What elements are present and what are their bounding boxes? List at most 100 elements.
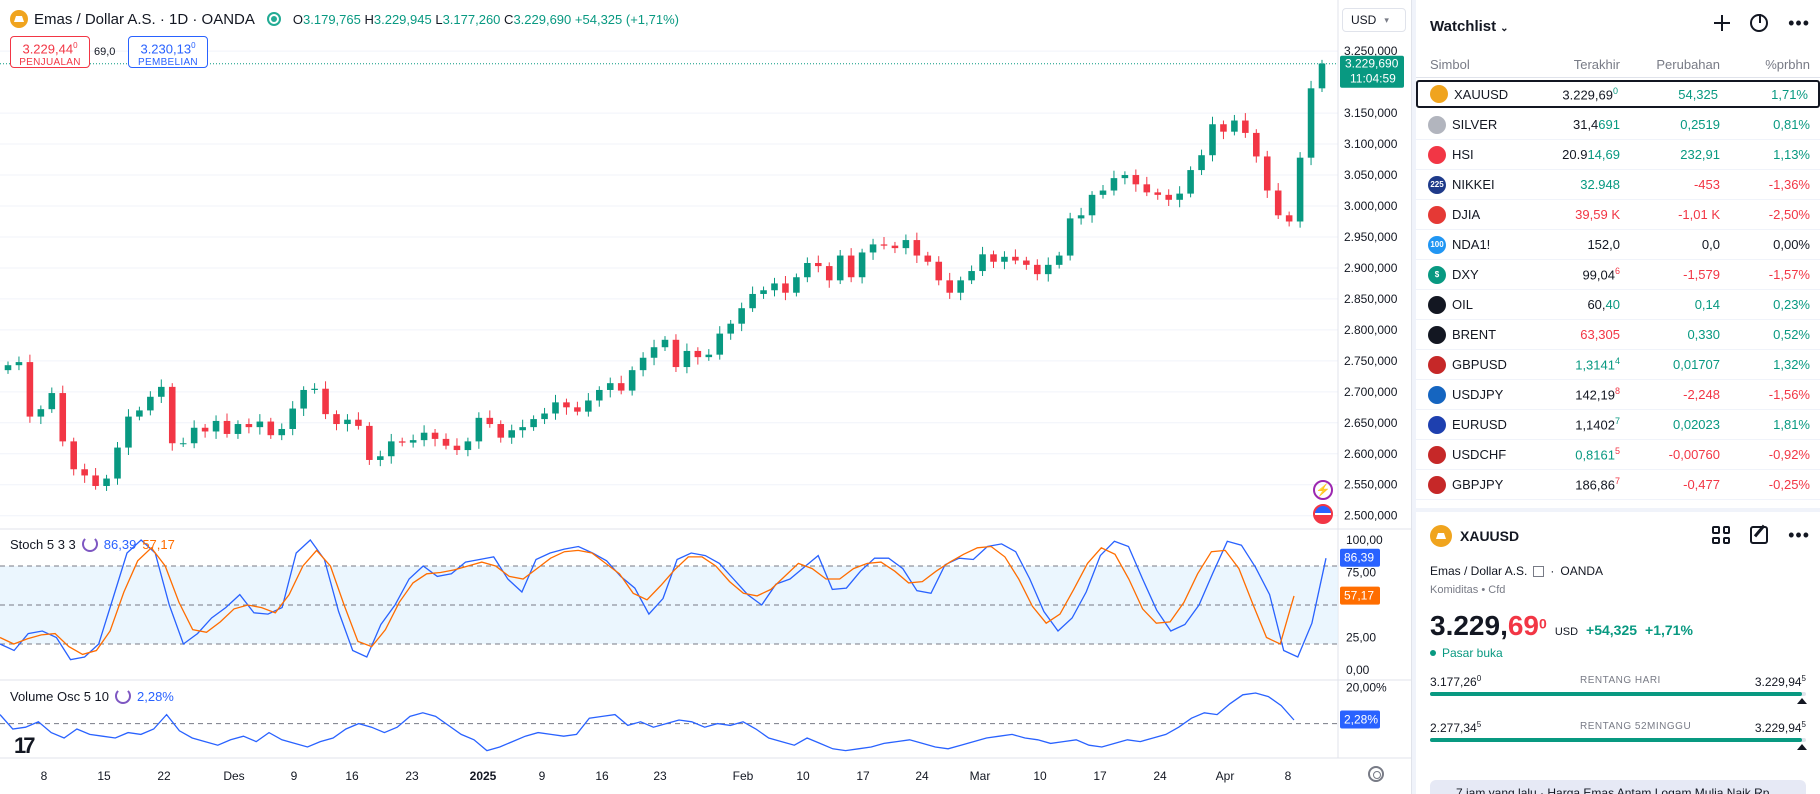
tradingview-logo-icon[interactable]: 17	[14, 733, 36, 758]
candle-body	[815, 262, 822, 267]
candle-body	[749, 293, 756, 309]
more-options-icon[interactable]: •••	[1788, 13, 1810, 33]
column-symbol[interactable]: Simbol	[1430, 57, 1470, 72]
price-tick-label: 2.550,000	[1344, 478, 1398, 492]
candle-body	[81, 469, 88, 476]
watchlist-row[interactable]: USDCHF 0,81615 -0,00760 -0,92%	[1416, 440, 1820, 470]
news-headline[interactable]: 7 jam yang lalu · Harga Emas Antam Logam…	[1430, 780, 1806, 794]
watchlist-pie-icon[interactable]	[1750, 14, 1769, 32]
reload-icon[interactable]	[81, 536, 98, 552]
watchlist-row[interactable]: SILVER 31,4691 0,2519 0,81%	[1416, 110, 1820, 140]
gear-icon[interactable]	[1368, 766, 1384, 782]
time-tick-label: 8	[41, 769, 48, 783]
candle-body	[1034, 264, 1041, 275]
row-symbol: GBPUSD	[1452, 357, 1507, 372]
candle-body	[968, 271, 975, 281]
candle-body	[1198, 155, 1205, 171]
watchlist-row[interactable]: DJIA 39,59 K -1,01 K -2,50%	[1416, 200, 1820, 230]
chevron-down-icon: ⌄	[1500, 22, 1509, 34]
watchlist-row[interactable]: 100 NDA1! 152,0 0,0 0,00%	[1416, 230, 1820, 260]
candle-body	[530, 419, 537, 428]
stoch-d-tag	[1340, 586, 1380, 605]
year-range-bar	[1430, 738, 1806, 742]
candle-body	[26, 362, 34, 417]
watchlist-row[interactable]: GBPJPY 186,867 -0,477 -0,25%	[1416, 470, 1820, 500]
price-tick-label: 3.150,000	[1344, 106, 1398, 120]
watchlist-row[interactable]: OIL 60,40 0,14 0,23%	[1416, 290, 1820, 320]
row-symbol: XAUUSD	[1454, 86, 1509, 102]
add-symbol-icon[interactable]	[1714, 15, 1731, 31]
symbol-header: Emas / Dollar A.S. · 1D · OANDA O3.179,7…	[10, 10, 679, 28]
year-range: 2.277,345 RENTANG 52MINGGU 3.229,945	[1430, 720, 1808, 750]
currency-select[interactable]: USD ▾	[1342, 8, 1406, 32]
column-last[interactable]: Terakhir	[1573, 57, 1620, 72]
candle-body	[1242, 120, 1249, 133]
last-price-text: 3.229,690	[1345, 57, 1399, 71]
column-change[interactable]: Perubahan	[1656, 57, 1720, 72]
watchlist-row[interactable]: GBPUSD 1,31414 0,01707 1,32%	[1416, 350, 1820, 380]
row-pct: 0,81%	[1773, 117, 1810, 132]
time-tick-label: 23	[653, 769, 667, 783]
row-last: 152,0	[1587, 237, 1620, 252]
row-last: 1,14027	[1575, 416, 1620, 433]
price-tick-label: 3.050,000	[1344, 168, 1398, 182]
spread-value: 69,0	[94, 46, 116, 58]
row-last: 99,046	[1582, 266, 1620, 283]
price-tick-label: 2.700,000	[1344, 385, 1398, 399]
time-tick-label: 10	[1033, 769, 1047, 783]
candle-body	[771, 283, 778, 291]
candle-body	[1099, 190, 1107, 195]
candle-body	[1253, 132, 1260, 157]
watchlist-row[interactable]: $ DXY 99,046 -1,579 -1,57%	[1416, 260, 1820, 290]
reload-icon[interactable]	[115, 688, 131, 704]
stoch-tick-label: 0,00	[1346, 663, 1370, 677]
us-flag-icon[interactable]	[1313, 504, 1333, 524]
candle-body	[891, 245, 899, 249]
candle-body	[847, 255, 855, 278]
row-change: -0,00760	[1668, 447, 1720, 462]
chart-panel[interactable]: 3.250,000 3.150,000 3.100,000 3.050,000 3.00…	[0, 0, 1412, 794]
external-link-icon[interactable]	[1533, 565, 1545, 577]
row-pct: -2,50%	[1768, 207, 1810, 222]
candle-body	[1001, 256, 1008, 262]
sell-button[interactable]: 3.229,440 PENJUALAN	[10, 36, 90, 68]
grid-layout-icon[interactable]	[1712, 526, 1731, 544]
candle-body	[1318, 63, 1326, 89]
watchlist-row[interactable]: BRENT 63,305 0,330 0,52%	[1416, 320, 1820, 350]
candle-body	[957, 280, 964, 293]
row-change: 0,01707	[1673, 357, 1720, 372]
watchlist-row[interactable]: XAUUSD 3.229,690 54,325 1,71%	[1416, 80, 1820, 108]
row-symbol: GBPJPY	[1452, 477, 1504, 492]
flash-event-icon[interactable]: ⚡	[1313, 480, 1333, 500]
watchlist-row[interactable]: EURUSD 1,14027 0,02023 1,81%	[1416, 410, 1820, 440]
chart-canvas[interactable]: 3.250,000 3.150,000 3.100,000 3.050,000 3.00…	[0, 0, 1412, 794]
edit-note-icon[interactable]	[1750, 526, 1769, 544]
row-last: 20.914,69	[1562, 147, 1620, 162]
candle-body	[1220, 124, 1227, 132]
column-pct[interactable]: %prbhn	[1765, 57, 1810, 72]
candle-body	[552, 402, 559, 414]
row-pct: -1,56%	[1768, 387, 1810, 402]
watchlist-row[interactable]: HSI 20.914,69 232,91 1,13%	[1416, 140, 1820, 170]
candle-body	[300, 389, 307, 409]
time-tick-label: Apr	[1216, 769, 1235, 783]
watchlist-row[interactable]: USDJPY 142,198 -2,248 -1,56%	[1416, 380, 1820, 410]
watchlist-title[interactable]: Watchlist ⌄	[1430, 17, 1509, 35]
candle-body	[1274, 190, 1282, 216]
symbol-title[interactable]: Emas / Dollar A.S. · 1D · OANDA	[34, 10, 255, 28]
detail-symbol[interactable]: XAUUSD	[1460, 528, 1520, 544]
buy-button[interactable]: 3.230,130 PEMBELIAN	[128, 36, 208, 68]
row-pct: 1,81%	[1773, 417, 1810, 432]
price-tick-label: 2.750,000	[1344, 354, 1398, 368]
time-tick-label: 9	[539, 769, 546, 783]
candle-body	[70, 441, 77, 470]
stoch-legend[interactable]: Stoch 5 3 3 86,39 57,17	[10, 536, 175, 552]
volume-osc-legend[interactable]: Volume Osc 5 10 2,28%	[10, 688, 174, 704]
candle-body	[661, 339, 669, 348]
price-tick-label: 2.850,000	[1344, 292, 1398, 306]
watchlist-row[interactable]: 225 NIKKEI 32.948 -453 -1,36%	[1416, 170, 1820, 200]
gold-icon	[1430, 525, 1452, 547]
candle-body	[738, 308, 745, 324]
more-options-icon[interactable]: •••	[1788, 525, 1810, 545]
candle-body	[672, 339, 680, 368]
